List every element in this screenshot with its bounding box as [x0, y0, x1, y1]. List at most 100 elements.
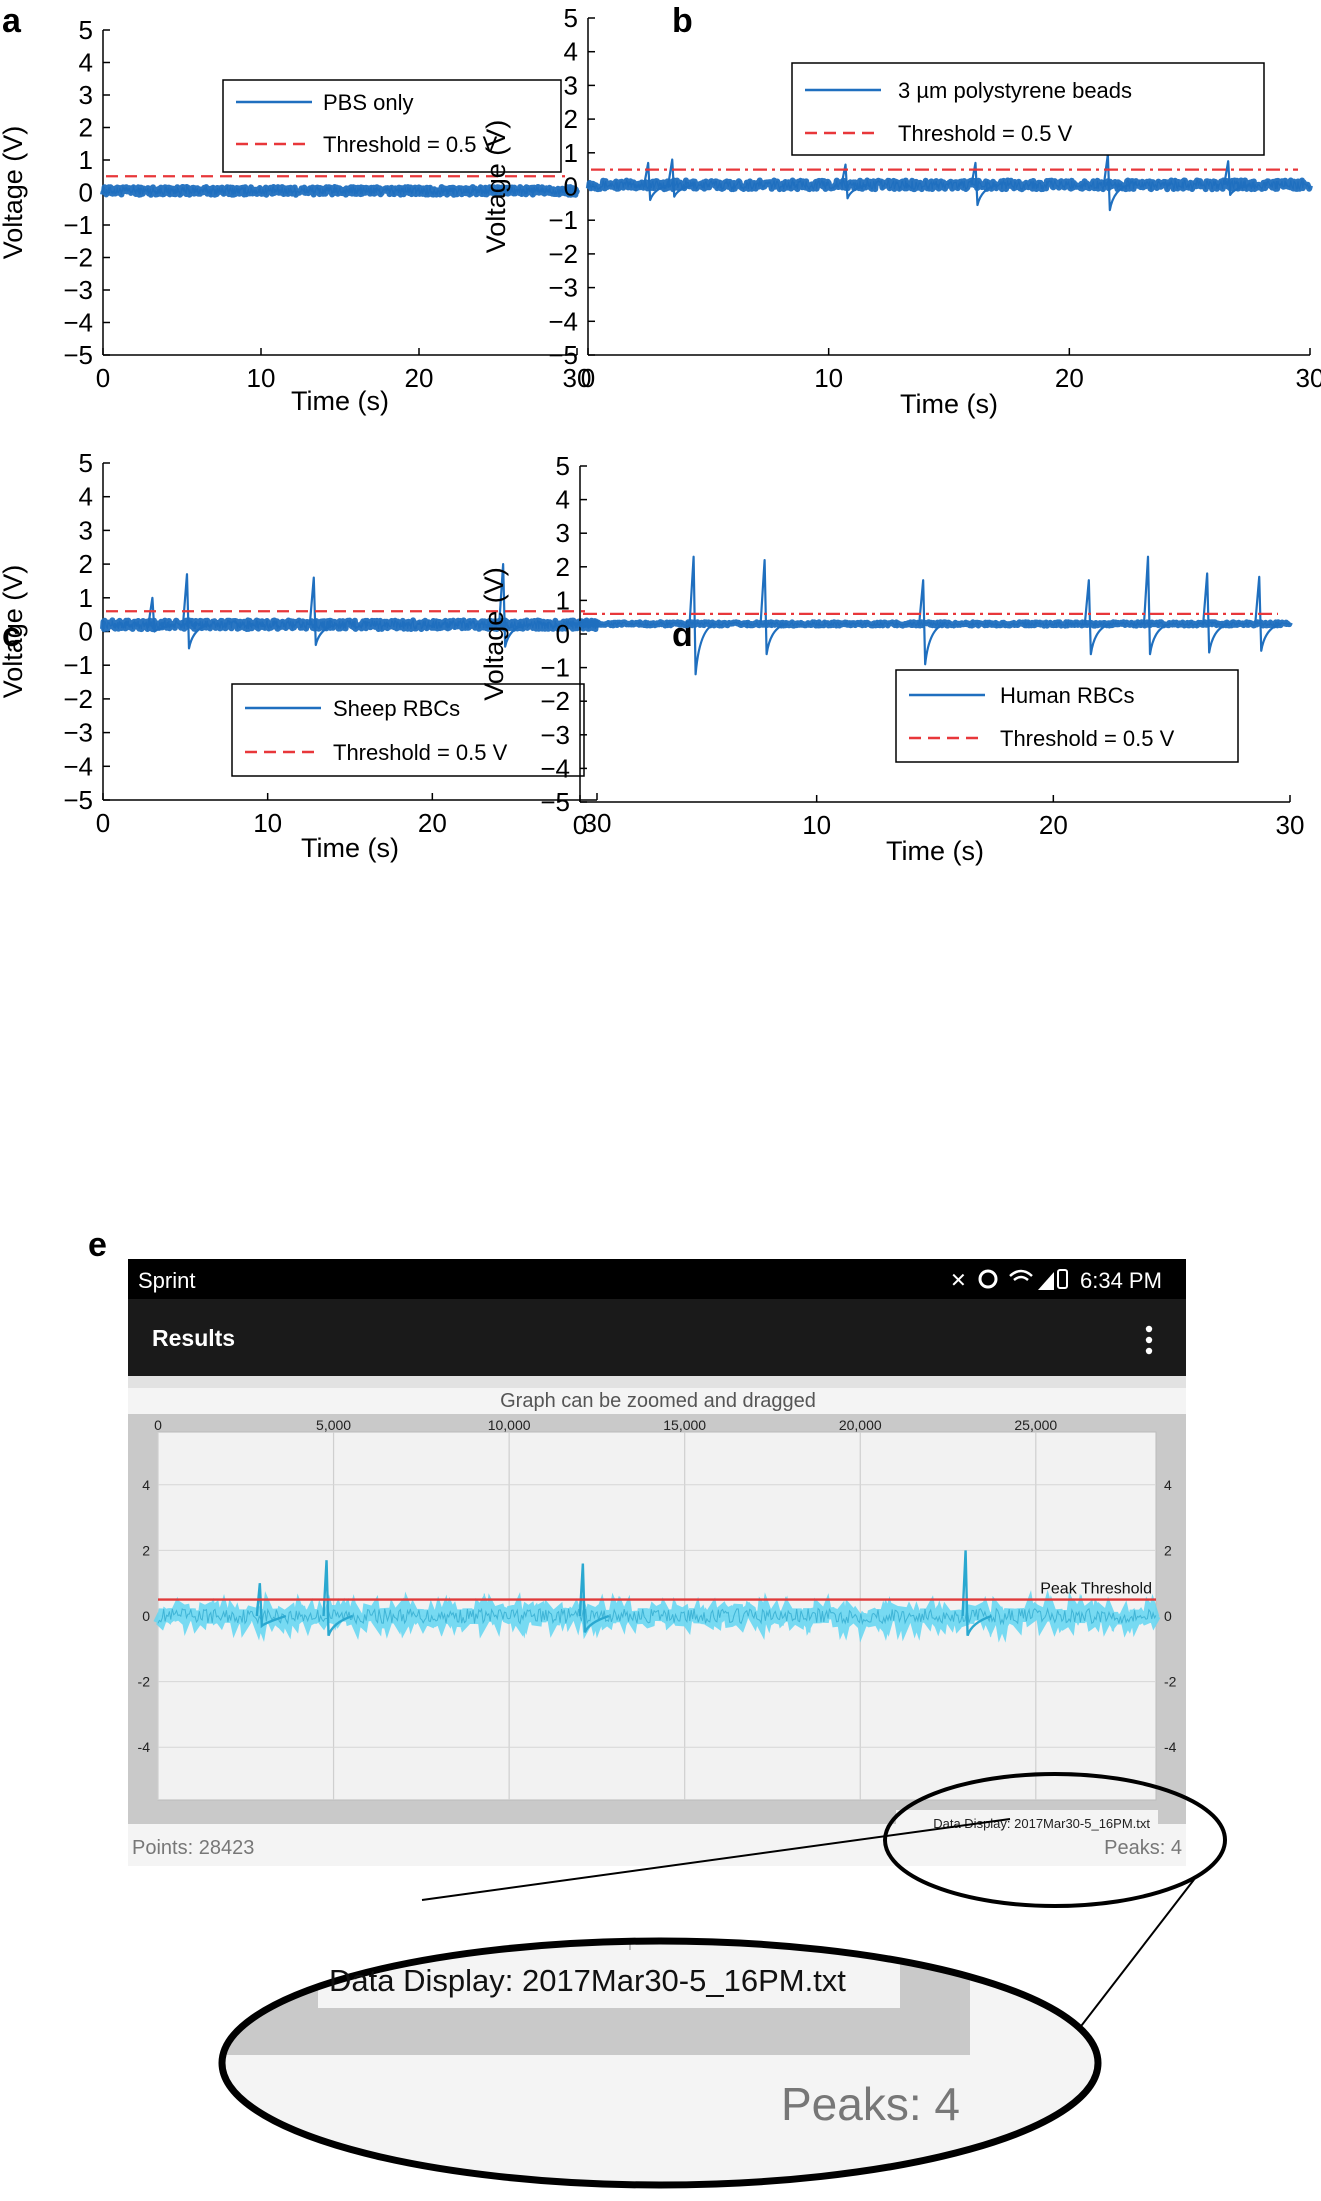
panel-label-a: a: [2, 2, 22, 40]
x-tick-label-e: 20,000: [839, 1417, 882, 1433]
zoom-hint: Graph can be zoomed and dragged: [500, 1390, 816, 1412]
y-tick-label-a: 3: [79, 80, 93, 110]
peak-e: [255, 1583, 287, 1629]
peak-d: [1254, 575, 1282, 652]
y-tick-label-c: −2: [63, 684, 93, 714]
y-tick-label-left-e: -4: [138, 1739, 151, 1755]
wifi-icon: [1009, 1269, 1033, 1281]
y-tick-label-a: −1: [63, 210, 93, 240]
y-tick-label-right-e: 0: [1164, 1608, 1172, 1624]
y-tick-label-b: 1: [564, 138, 578, 168]
y-tick-label-b: 0: [564, 172, 578, 202]
x-tick-label-c: 20: [418, 808, 447, 838]
y-tick-label-left-e: 0: [142, 1608, 150, 1624]
x-tick-label-e: 10,000: [488, 1417, 531, 1433]
carrier-label: Sprint: [138, 1268, 195, 1293]
x-tick-label-a: 0: [96, 363, 110, 393]
signal-trace-d: [579, 619, 1291, 628]
x-tick-label-b: 20: [1055, 363, 1084, 393]
y-axis-label-d: Voltage (V): [479, 567, 509, 701]
x-tick-label-d: 20: [1039, 810, 1068, 840]
zoom-data-display-label: Data Display: 2017Mar30-5_16PM.txt: [329, 1963, 846, 1998]
peak-b: [1223, 160, 1251, 197]
x-axis-label-d: Time (s): [886, 836, 984, 866]
y-tick-label-d: −1: [540, 653, 570, 683]
y-axis-label-c: Voltage (V): [0, 565, 28, 699]
legend-label-signal-a: PBS only: [323, 90, 414, 115]
status-icons: ✕: [950, 1269, 1068, 1292]
y-tick-label-b: 4: [564, 37, 578, 67]
x-tick-label-a: 30: [563, 363, 592, 393]
overflow-menu-icon[interactable]: [1134, 1320, 1164, 1360]
y-tick-label-b: 3: [564, 70, 578, 100]
clock-label: 6:34 PM: [1080, 1268, 1162, 1293]
x-tick-label-b: 10: [814, 363, 843, 393]
y-tick-label-c: 1: [79, 583, 93, 613]
signal-trace-b: [587, 178, 1311, 192]
status-bar: [128, 1259, 1186, 1299]
app-bar-shadow: [128, 1376, 1186, 1388]
peak-e: [578, 1563, 610, 1633]
y-tick-label-b: −1: [548, 205, 578, 235]
x-tick-label-d: 30: [1276, 810, 1305, 840]
y-tick-label-d: 0: [556, 619, 570, 649]
y-tick-label-a: −2: [63, 243, 93, 273]
y-tick-label-right-e: -2: [1164, 1674, 1177, 1690]
zoom-source-ellipse: [883, 1772, 1227, 1908]
zoom-ellipse: [218, 1937, 1102, 2189]
peak-b: [970, 161, 998, 207]
peak-d: [759, 558, 787, 656]
legend-label-threshold-b: Threshold = 0.5 V: [898, 121, 1073, 146]
y-tick-label-c: −5: [63, 785, 93, 815]
y-tick-label-a: −5: [63, 340, 93, 370]
peak-b: [643, 161, 671, 202]
peak-c: [181, 573, 210, 650]
y-tick-label-c: 5: [79, 448, 93, 478]
y-tick-label-b: −2: [548, 239, 578, 269]
y-tick-label-left-e: 2: [142, 1542, 150, 1558]
legend-label-threshold-a: Threshold = 0.5 V: [323, 132, 498, 157]
x-tick-label-b: 30: [1296, 363, 1321, 393]
x-tick-label-d: 10: [802, 810, 831, 840]
y-tick-label-c: 2: [79, 549, 93, 579]
y-tick-label-a: 5: [79, 15, 93, 45]
y-tick-label-b: 2: [564, 104, 578, 134]
peak-c: [308, 576, 337, 647]
x-tick-label-a: 20: [405, 363, 434, 393]
peak-c: [147, 596, 175, 633]
battery-icon: [1057, 1269, 1068, 1289]
x-tick-label-c: 0: [96, 808, 110, 838]
legend-label-signal-c: Sheep RBCs: [333, 696, 460, 721]
y-tick-label-a: 1: [79, 145, 93, 175]
peak-e: [961, 1550, 992, 1637]
plot-e: 0 5,000 10,000 15,000 20,000 25,000 4 4 2 2 0 0 -2 -2…: [138, 1417, 1177, 1800]
legend-label-threshold-c: Threshold = 0.5 V: [333, 740, 508, 765]
y-tick-label-d: −4: [540, 753, 570, 783]
y-tick-label-c: −1: [63, 650, 93, 680]
y-tick-label-left-e: 4: [142, 1477, 150, 1493]
x-tick-label-e: 15,000: [663, 1417, 706, 1433]
x-tick-label-a: 10: [247, 363, 276, 393]
y-tick-label-c: −3: [63, 718, 93, 748]
y-tick-label-a: 2: [79, 113, 93, 143]
y-tick-label-c: 3: [79, 515, 93, 545]
x-tick-label-c: 10: [253, 808, 282, 838]
y-tick-label-a: −4: [63, 308, 93, 338]
x-tick-label-d: 0: [573, 810, 587, 840]
threshold-label-e: Peak Threshold: [1040, 1581, 1152, 1598]
y-tick-label-b: −5: [548, 340, 578, 370]
y-tick-label-d: 3: [556, 518, 570, 548]
x-tick-label-c: 30: [583, 808, 612, 838]
app-title: Results: [152, 1325, 235, 1351]
panel-label-b: b: [672, 2, 693, 40]
y-tick-label-d: 2: [556, 552, 570, 582]
legend-label-signal-b: 3 µm polystyrene beads: [898, 78, 1132, 103]
legend-label-signal-d: Human RBCs: [1000, 683, 1134, 708]
x-axis-label-c: Time (s): [301, 833, 399, 863]
